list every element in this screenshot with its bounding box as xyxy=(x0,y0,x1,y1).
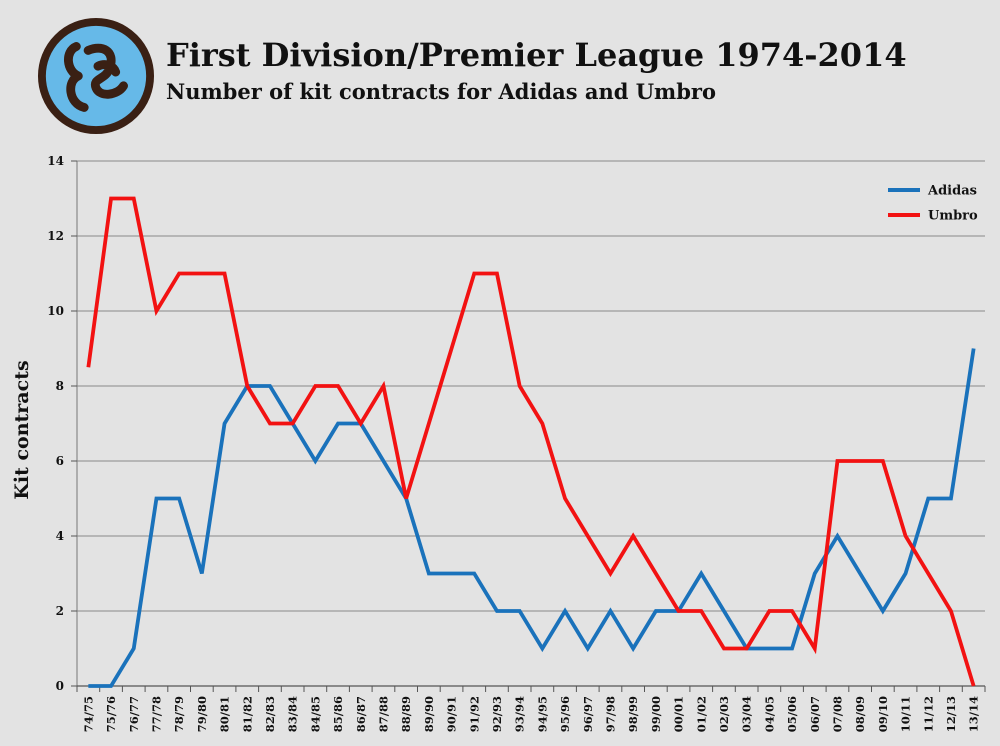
legend: Adidas Umbro xyxy=(888,184,978,224)
x-tick-label: 89/90 xyxy=(422,696,436,732)
x-tick-label: 81/82 xyxy=(240,696,254,732)
x-tick-label: 13/14 xyxy=(967,696,981,732)
y-tick-label: 0 xyxy=(56,679,64,693)
x-tick-label: 85/86 xyxy=(331,696,345,732)
x-tick-label: 91/92 xyxy=(467,696,481,732)
y-tick-label: 2 xyxy=(56,604,64,618)
x-tick-label: 08/09 xyxy=(853,696,867,732)
x-tick-label: 98/99 xyxy=(626,696,640,732)
series-line-adidas xyxy=(88,348,976,688)
x-tick-label: 02/03 xyxy=(717,696,731,732)
x-tick-label: 93/94 xyxy=(513,696,527,732)
y-tick-label: 6 xyxy=(56,454,64,468)
x-tick-label: 99/00 xyxy=(649,696,663,732)
x-tick-label: 05/06 xyxy=(785,696,799,732)
x-tick-label: 00/01 xyxy=(672,696,686,732)
x-tick-label: 90/91 xyxy=(445,696,459,732)
chart-title: First Division/Premier League 1974-2014 xyxy=(166,36,907,74)
x-tick-label: 83/84 xyxy=(286,696,300,732)
x-tick-label: 92/93 xyxy=(490,696,504,732)
x-tick-label: 79/80 xyxy=(195,696,209,732)
x-tick-label: 84/85 xyxy=(308,696,322,732)
x-tick-label: 76/77 xyxy=(127,696,141,732)
x-tick-label: 80/81 xyxy=(218,696,232,732)
x-tick-label: 09/10 xyxy=(876,696,890,732)
legend-label: Umbro xyxy=(928,209,978,224)
x-tick-label: 97/98 xyxy=(603,696,617,732)
chart-subtitle: Number of kit contracts for Adidas and U… xyxy=(166,79,716,104)
x-tick-label: 74/75 xyxy=(81,696,95,732)
x-tick-label: 04/05 xyxy=(762,696,776,732)
y-tick-label: 14 xyxy=(47,154,64,168)
x-tick-label: 94/95 xyxy=(535,696,549,732)
series-lines xyxy=(86,196,976,688)
y-tick-label: 10 xyxy=(47,304,64,318)
x-tick-label: 75/76 xyxy=(104,696,118,732)
x-tick-label: 87/88 xyxy=(376,696,390,732)
y-axis-label: Kit contracts xyxy=(11,360,33,499)
x-tick-label: 96/97 xyxy=(581,696,595,732)
y-tick-label: 4 xyxy=(56,529,64,543)
logo-icon xyxy=(37,17,155,135)
axes: 0 2 4 6 8 10 12 14 74/75 75/76 76/77 77/78 78/79 79/8… xyxy=(47,154,986,732)
x-tick-label: 78/79 xyxy=(172,696,186,732)
x-tick-label: 06/07 xyxy=(808,696,822,732)
x-tick-label: 03/04 xyxy=(740,696,754,732)
series-line-umbro xyxy=(86,196,976,687)
x-tick-label: 11/12 xyxy=(921,696,935,732)
y-tick-label: 12 xyxy=(47,229,64,243)
x-tick-label: 82/83 xyxy=(263,696,277,732)
gridlines xyxy=(77,160,985,612)
x-tick-label: 12/13 xyxy=(944,696,958,732)
legend-label: Adidas xyxy=(927,184,977,199)
x-tick-label: 10/11 xyxy=(899,696,913,732)
x-tick-label: 77/78 xyxy=(149,696,163,732)
y-tick-label: 8 xyxy=(56,379,64,393)
x-tick-label: 88/89 xyxy=(399,696,413,732)
x-tick-label: 01/02 xyxy=(694,696,708,732)
x-tick-label: 86/87 xyxy=(354,696,368,732)
x-tick-label: 95/96 xyxy=(558,696,572,732)
x-tick-label: 07/08 xyxy=(830,696,844,732)
